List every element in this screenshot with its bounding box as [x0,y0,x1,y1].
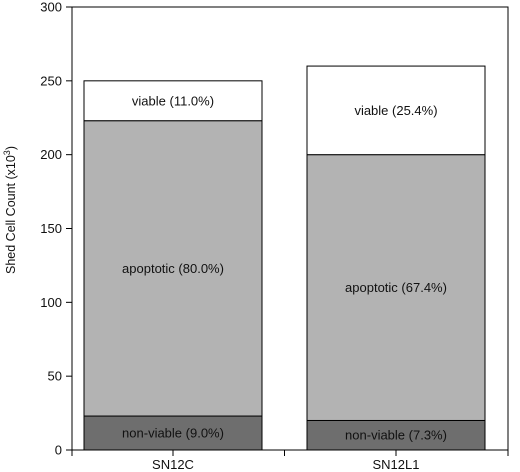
x-tick-label-sn12l1: SN12L1 [373,457,420,472]
y-tick-label-300: 300 [40,0,62,15]
data-label-non-viable-sn12c: non-viable (9.0%) [122,426,224,441]
y-axis-title-close: ) [4,146,18,150]
data-label-apoptotic-sn12l1: apoptotic (67.4%) [345,280,447,295]
data-label-non-viable-sn12l1: non-viable (7.3%) [345,428,447,443]
axes: 0 50 100 150 200 250 300 SN12C SN12L1 [40,0,509,472]
bar-segment-viable-sn12c [83,80,263,122]
y-tick-label-150: 150 [40,221,62,236]
bar-segment-apoptotic-sn12l1 [306,154,486,421]
y-tick-label-250: 250 [40,73,62,88]
x-tick-label-sn12c: SN12C [152,457,194,472]
bar-segment-apoptotic-sn12c [83,120,263,417]
bars: non-viable (9.0%) apoptotic (80.0%) viable… [83,65,486,451]
data-label-viable-sn12c: viable (11.0%) [132,93,214,108]
y-tick-label-0: 0 [55,443,62,458]
data-label-viable-sn12l1: viable (25.4%) [354,103,437,118]
y-tick-label-200: 200 [40,147,62,162]
bar-segment-non-viable-sn12l1 [306,419,486,451]
data-label-apoptotic-sn12c: apoptotic (80.0%) [122,261,224,276]
y-tick-label-50: 50 [48,369,62,384]
y-axis-title-main: Shed Cell Count (x10 [4,155,18,274]
y-axis-title-superscript: 3 [2,150,12,155]
y-tick-label-100: 100 [40,295,62,310]
y-axis-title: Shed Cell Count (x103) [2,146,18,274]
bar-segment-viable-sn12l1 [306,65,486,156]
